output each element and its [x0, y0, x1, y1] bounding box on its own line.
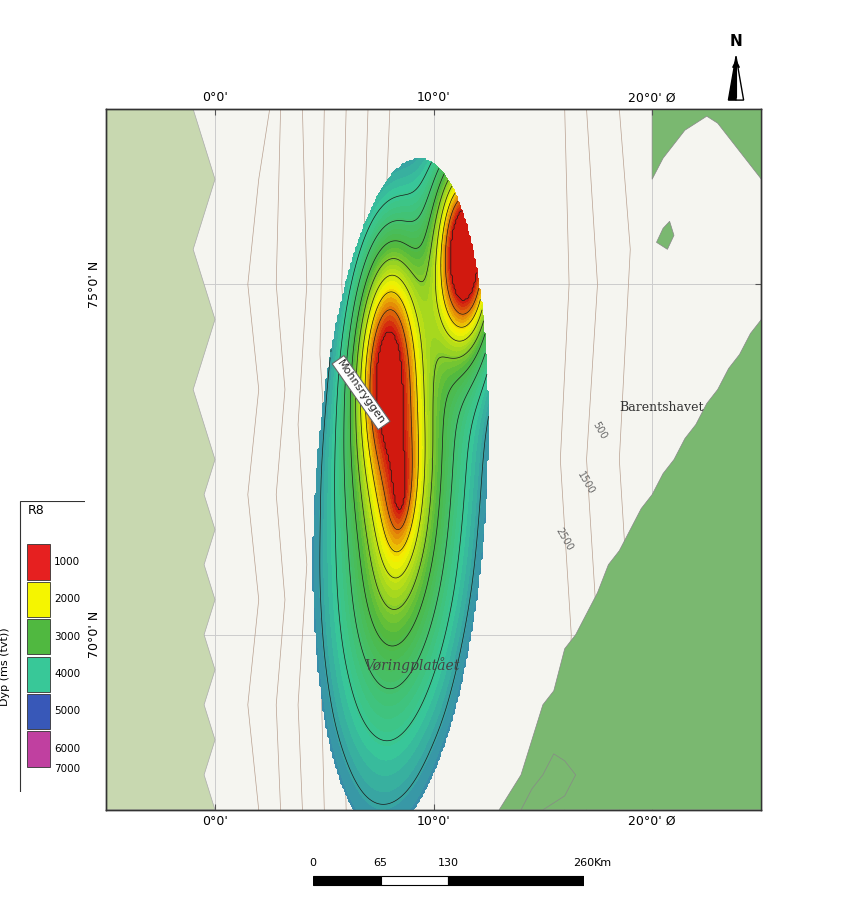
Text: 65: 65: [374, 858, 387, 868]
Polygon shape: [728, 56, 736, 100]
Bar: [27, 732, 51, 767]
Text: 260: 260: [574, 858, 594, 868]
Text: 130: 130: [438, 858, 459, 868]
Text: 5000: 5000: [54, 706, 80, 716]
Text: 7000: 7000: [54, 763, 80, 774]
Bar: [313, 875, 381, 885]
Polygon shape: [499, 319, 761, 810]
Text: 6000: 6000: [54, 743, 80, 753]
Bar: [27, 619, 51, 654]
Bar: [27, 544, 51, 580]
Text: N: N: [729, 35, 743, 49]
Text: Km: Km: [594, 858, 613, 868]
Bar: [27, 694, 51, 729]
Text: 0: 0: [310, 858, 316, 868]
Text: 500: 500: [591, 420, 609, 440]
Polygon shape: [652, 109, 761, 179]
Text: Dyp (ms (tvt)): Dyp (ms (tvt)): [0, 628, 9, 706]
Polygon shape: [521, 753, 575, 810]
Bar: [448, 875, 584, 885]
Text: 3000: 3000: [54, 632, 80, 642]
Bar: [27, 581, 51, 617]
Text: 1500: 1500: [575, 470, 596, 497]
Bar: [27, 656, 51, 692]
Text: 2500: 2500: [554, 526, 574, 552]
Text: 1000: 1000: [54, 557, 80, 567]
Polygon shape: [736, 56, 744, 100]
Text: Mohnsryggen: Mohnsryggen: [335, 359, 387, 427]
Bar: [381, 875, 448, 885]
Polygon shape: [656, 221, 674, 249]
Text: Barentshavet: Barentshavet: [619, 400, 704, 413]
Text: 2000: 2000: [54, 594, 80, 604]
Text: Vøringplatået: Vøringplatået: [364, 657, 459, 672]
Text: R8: R8: [27, 504, 44, 518]
Polygon shape: [106, 109, 215, 810]
Text: 4000: 4000: [54, 669, 80, 679]
